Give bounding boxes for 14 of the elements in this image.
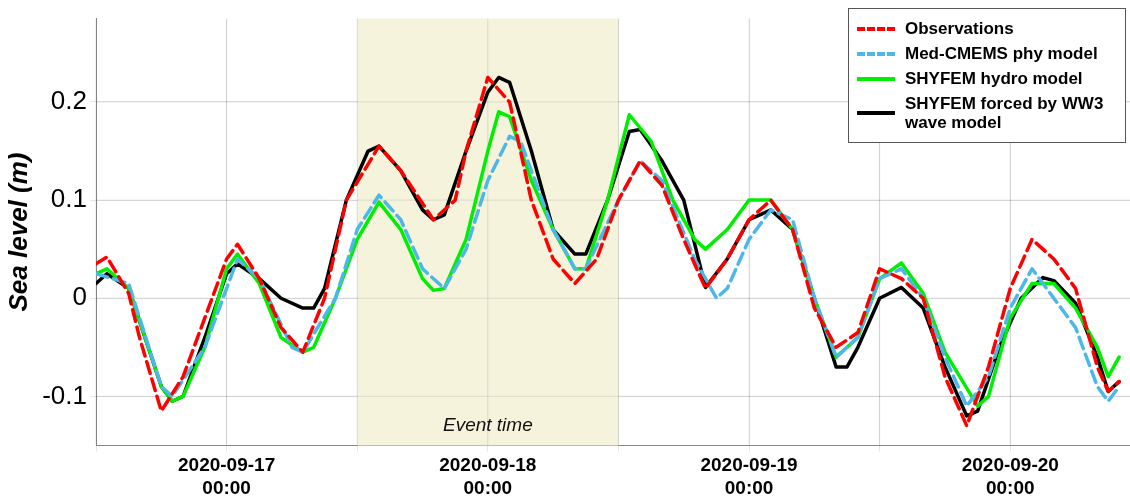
y-tick-label: 0.2 xyxy=(50,85,87,116)
y-tick-label: 0 xyxy=(72,281,87,312)
legend-label: SHYFEM hydro model xyxy=(905,69,1083,88)
legend-label: SHYFEM forced by WW3 wave model xyxy=(905,94,1105,132)
x-tick-label: 2020-09-20 00:00 xyxy=(961,454,1059,498)
x-tick-label: 2020-09-19 00:00 xyxy=(700,454,798,498)
x-tick-label: 2020-09-18 00:00 xyxy=(439,454,537,498)
y-tick-label: 0.1 xyxy=(50,183,87,214)
y-axis-title: Sea level (m) xyxy=(2,152,33,312)
legend-label: Med-CMEMS phy model xyxy=(905,44,1098,63)
y-tick-label: -0.1 xyxy=(42,379,87,410)
legend-label: Observations xyxy=(905,19,1014,38)
x-tick-label: 2020-09-17 00:00 xyxy=(178,454,276,498)
band-label: Event time xyxy=(442,414,533,436)
